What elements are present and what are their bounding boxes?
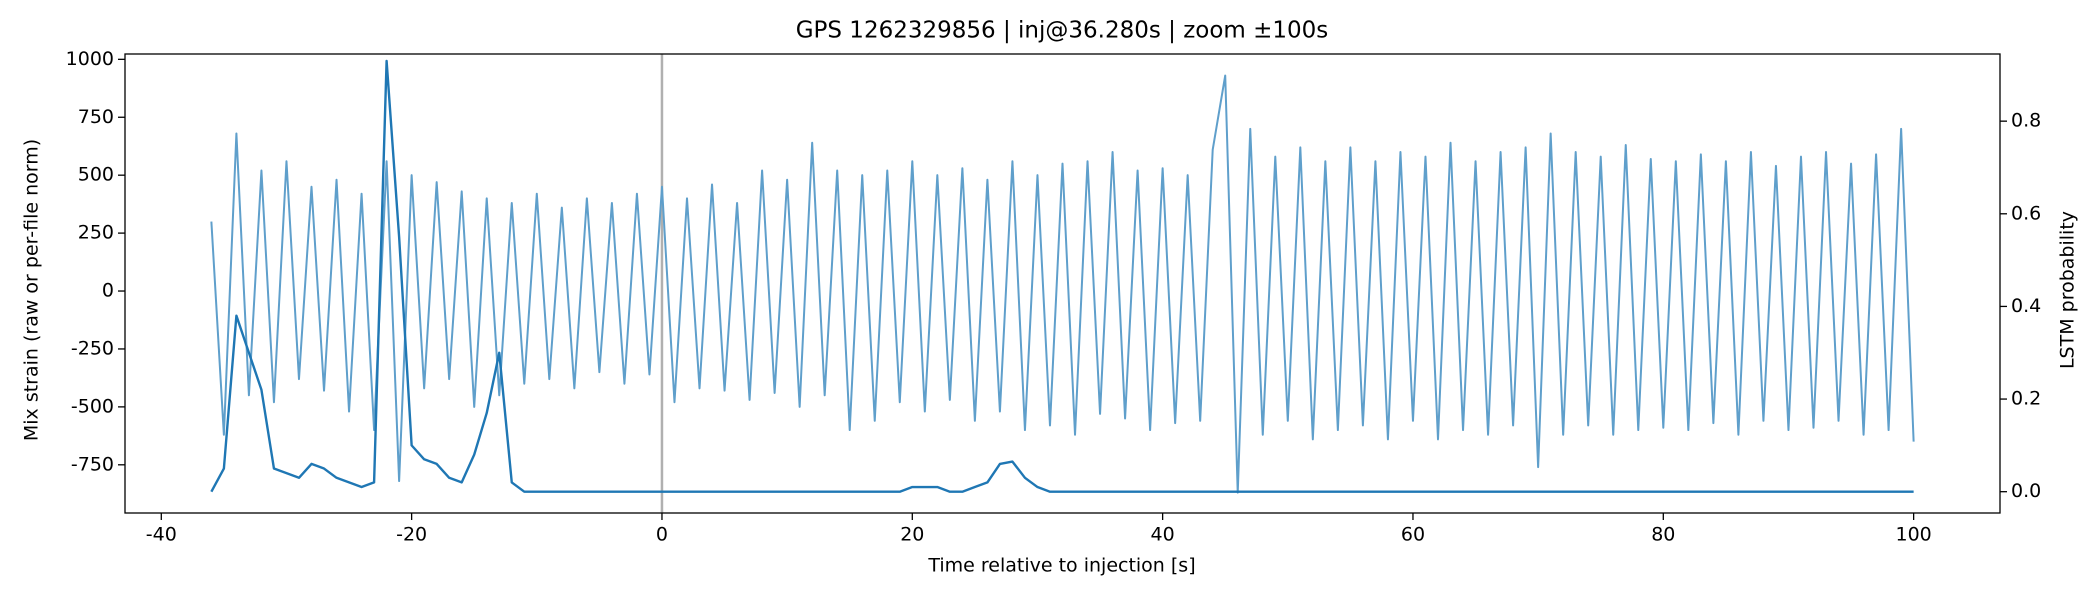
x-tick-label: -20	[396, 524, 427, 546]
y-tick-label: 1000	[66, 48, 114, 70]
probability-line	[210, 59, 1914, 493]
x-tick-label: 0	[656, 524, 668, 546]
y-tick-label: -750	[71, 453, 114, 475]
y2-tick-label: 0.0	[2011, 480, 2041, 502]
y2-tick-label: 0.4	[2011, 295, 2041, 317]
y-tick-label: 0	[102, 280, 114, 302]
x-tick-label: 60	[1401, 524, 1425, 546]
y-tick-label: -250	[71, 337, 114, 359]
y-tick-label: 500	[78, 164, 114, 186]
y2-tick-label: 0.8	[2011, 110, 2041, 132]
y2-axis-label: LSTM probability	[2057, 211, 2079, 369]
y2-tick-label: 0.6	[2011, 202, 2041, 224]
plot-frame	[124, 53, 2001, 514]
y-axis-label: Mix strain (raw or per-file norm)	[21, 139, 43, 441]
chart-title: GPS 1262329856 | inj@36.280s | zoom ±100…	[796, 18, 1329, 44]
x-tick-label: 40	[1151, 524, 1175, 546]
y-tick-label: -500	[71, 395, 114, 417]
y2-tick-label: 0.2	[2011, 388, 2041, 410]
x-tick-label: 20	[900, 524, 924, 546]
x-tick-label: -40	[146, 524, 177, 546]
strain-line	[210, 74, 1915, 494]
y-tick-label: 250	[78, 222, 114, 244]
y-tick-label: 750	[78, 106, 114, 128]
x-tick-label: 100	[1896, 524, 1932, 546]
x-axis-label: Time relative to injection [s]	[927, 555, 1195, 577]
x-tick-label: 80	[1651, 524, 1675, 546]
